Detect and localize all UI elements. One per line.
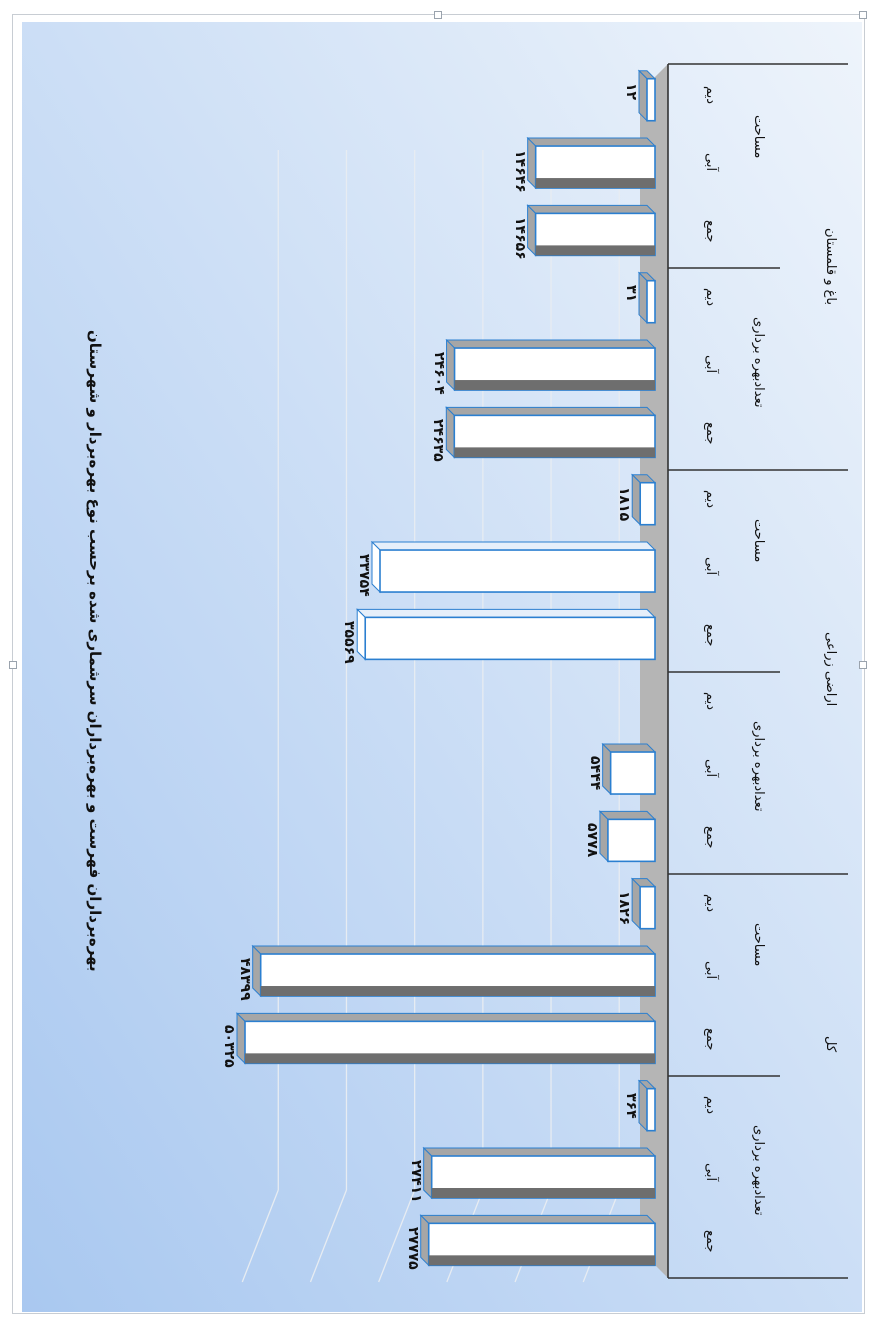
category-tick-label: جمع (703, 624, 718, 647)
resize-handle-top[interactable] (434, 11, 442, 19)
data-label: ۵۴۴۴ (586, 756, 603, 791)
subgroup-label: تعدادبهره برداری (751, 317, 766, 408)
data-label: ۵۷۷۸ (583, 823, 600, 858)
subgroup-label: تعدادبهره برداری (751, 721, 766, 812)
category-tick-label: دیم (703, 489, 718, 508)
chart-title: بهره‌برداران فهرست و بهره‌برداران سرشمار… (86, 330, 104, 972)
subgroup-label: تعدادبهره برداری (751, 1125, 766, 1216)
bar (356, 608, 657, 661)
category-tick-label: جمع (703, 220, 718, 243)
bar-front (364, 616, 656, 661)
data-label: ۳۳۷۵۴ (356, 554, 372, 597)
data-label: ۱۴۶۵۶ (511, 217, 528, 261)
bar-shade (431, 1188, 655, 1199)
plot-background (22, 22, 862, 1312)
bar (419, 1214, 657, 1267)
category-tick-label: دیم (703, 287, 718, 306)
category-tick-label: دیم (703, 691, 718, 710)
bar (637, 1079, 657, 1132)
category-axis-lines (667, 63, 848, 1279)
bar-front (607, 818, 656, 863)
bar (445, 338, 657, 392)
bar-shade (454, 380, 655, 391)
bar-front (646, 1087, 656, 1132)
data-label: ۲۴۶۰۴ (430, 352, 447, 395)
gridline-floor (309, 1189, 348, 1283)
subgroup-label: مساحت (751, 519, 766, 563)
category-tick-label: جمع (703, 422, 718, 445)
category-tick-label: آبی (703, 153, 718, 172)
category-tick-label: آبی (703, 759, 718, 778)
data-label: ۱۲ (623, 82, 639, 100)
bar-shade (535, 245, 655, 256)
resize-handle-top-right[interactable] (859, 11, 867, 19)
category-tick-label: جمع (703, 1230, 718, 1253)
bar (598, 810, 657, 863)
bar-front (646, 77, 656, 122)
category-tick-label: جمع (703, 1028, 718, 1051)
bar (630, 877, 657, 930)
bar (422, 1146, 657, 1200)
data-label: ۲۴۶۳۵ (430, 419, 447, 463)
bar-front (639, 481, 656, 526)
data-label: ۵۰۳۲۵ (221, 1025, 237, 1069)
data-label: ۳۶۴ (623, 1092, 639, 1119)
bar-shade (245, 1053, 655, 1064)
resize-handle-right[interactable] (859, 661, 867, 669)
data-label: ۱۴۶۴۶ (511, 150, 528, 193)
bar (370, 540, 657, 594)
category-tick-label: دیم (703, 893, 718, 912)
bar-front (379, 549, 656, 593)
bar-front (609, 751, 656, 795)
bar-shade (535, 178, 655, 189)
group-label: اراضی زراعی (823, 632, 838, 707)
gridline-floor (378, 1189, 416, 1283)
bar (631, 473, 657, 526)
chart-frame (9, 11, 867, 1314)
data-label: ۴۸۳۹۹ (236, 958, 253, 1001)
group-label: باغ و قلمستان (823, 228, 838, 305)
category-tick-label: جمع (703, 826, 718, 849)
data-label: ۳۵۵۶۹ (341, 621, 358, 665)
category-tick-label: آبی (703, 355, 718, 374)
bar (526, 204, 657, 257)
subgroup-label: مساحت (751, 115, 766, 159)
data-label: ۲۷۷۷۵ (404, 1227, 421, 1271)
category-tick-label: آبی (703, 1163, 718, 1182)
bar (235, 1012, 657, 1065)
resize-handle-left[interactable] (9, 661, 17, 669)
category-tick-label: دیم (703, 85, 718, 104)
data-label: ۲۷۴۱۱ (407, 1160, 424, 1203)
data-label: ۳۱ (623, 284, 639, 302)
gridline-floor (241, 1189, 279, 1283)
bar-shade (260, 986, 655, 997)
bar-shade (454, 447, 655, 458)
bar (445, 406, 657, 459)
category-tick-label: آبی (703, 961, 718, 980)
data-label: ۱۸۱۵ (616, 486, 633, 521)
group-label: کل (823, 1036, 838, 1053)
subgroup-label: مساحت (751, 923, 766, 967)
bar (526, 136, 657, 190)
bar (251, 944, 657, 998)
category-tick-label: دیم (703, 1095, 718, 1114)
bar-front (639, 885, 656, 930)
category-tick-label: آبی (703, 557, 718, 576)
data-label: ۱۸۲۶ (616, 890, 633, 925)
bar (637, 271, 657, 324)
bar-shade (428, 1255, 655, 1266)
bar (601, 742, 657, 796)
bar (637, 69, 657, 122)
bar-front (646, 279, 656, 324)
